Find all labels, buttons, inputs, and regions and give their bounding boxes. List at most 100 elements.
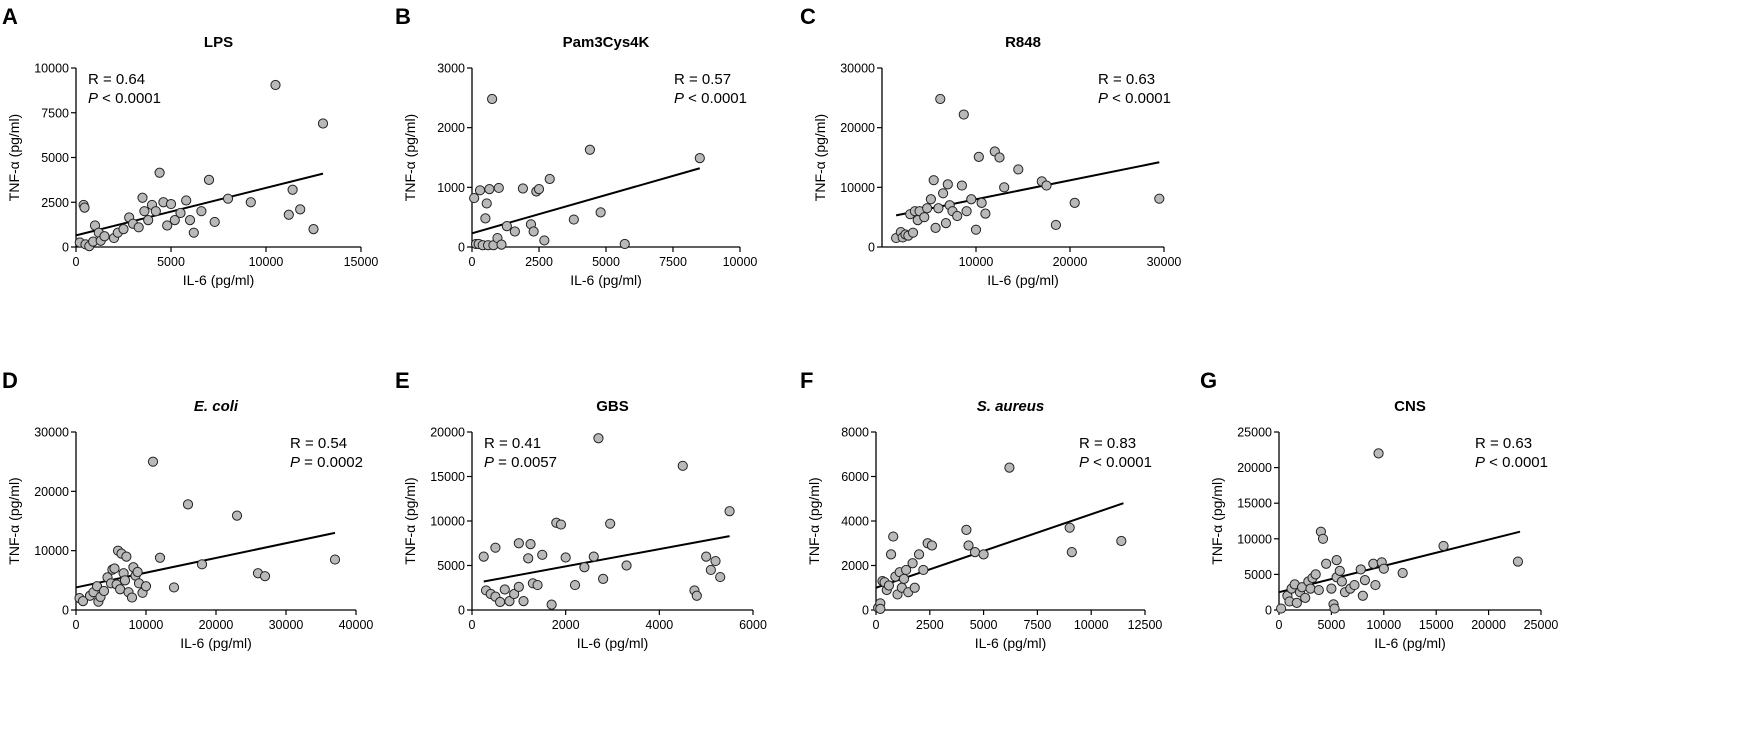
chart-title: CNS <box>1394 398 1426 415</box>
chart-panel-c: C R848 10000 20000 30000 0 10000 20000 30000 IL-6… <box>800 4 1181 288</box>
data-point <box>925 194 936 205</box>
data-point <box>504 596 515 607</box>
data-point <box>1326 583 1337 594</box>
data-point <box>694 152 705 164</box>
x-tick-label: 2500 <box>525 255 553 269</box>
x-tick-label: 10000 <box>129 618 164 632</box>
data-point <box>137 192 148 203</box>
chart-panel-e: E GBS 0 2000 4000 6000 0 5000 10000 15000 20000 IL-… <box>395 368 767 651</box>
chart-panel-a: A LPS 0 5000 10000 15000 0 2500 5000 7500 10000 IL-… <box>2 4 378 288</box>
chart-panel-b: B Pam3Cys4K 0 2500 5000 7500 10000 0 1000 2000 300… <box>395 4 757 288</box>
data-point <box>168 582 180 593</box>
p-value-number: = 0.0002 <box>300 454 363 471</box>
y-tick-label: 15000 <box>1237 497 1272 511</box>
data-point <box>513 581 524 592</box>
x-axis-label: IL-6 (pg/ml) <box>577 635 649 651</box>
data-point <box>1154 193 1165 204</box>
y-tick-label: 30000 <box>840 62 875 76</box>
y-tick-label: 0 <box>1265 604 1272 618</box>
correlation-r: R = 0.83 <box>1079 435 1136 452</box>
chart-panel-f: F S. aureus 0 2500 5000 7500 10000 12500 0 2000 40… <box>800 368 1162 651</box>
y-tick-label: 3000 <box>437 62 465 76</box>
x-tick-label: 6000 <box>739 618 767 632</box>
regression-line <box>75 531 336 589</box>
data-point <box>98 585 110 597</box>
data-point <box>518 596 529 607</box>
data-point <box>259 571 271 582</box>
chart-title: Pam3Cys4K <box>563 34 650 51</box>
data-point <box>188 227 199 238</box>
y-tick-label: 8000 <box>841 426 869 440</box>
data-point <box>91 581 103 592</box>
data-point <box>677 460 688 471</box>
y-axis-label: TNF-α (pg/ml) <box>812 114 828 201</box>
chart-panel-g: G CNS 0 5000 10000 15000 20000 25000 0 5000 10000 1… <box>1200 368 1558 651</box>
data-point <box>287 184 298 195</box>
panel-letter: E <box>395 368 410 393</box>
data-point <box>919 212 930 223</box>
data-point <box>175 207 186 219</box>
y-tick-label: 7500 <box>41 106 69 120</box>
data-point <box>1336 576 1347 587</box>
y-tick-label: 0 <box>62 604 69 618</box>
data-point <box>79 202 90 213</box>
data-point <box>496 239 507 250</box>
regression-line <box>1278 530 1521 594</box>
data-point <box>99 231 110 242</box>
x-axis-label: IL-6 (pg/ml) <box>987 272 1059 288</box>
data-point <box>885 549 897 560</box>
p-value-symbol: P <box>88 90 98 107</box>
p-value: P = 0.0057 <box>484 454 557 471</box>
y-axis-label: TNF-α (pg/ml) <box>402 477 418 564</box>
data-point <box>509 588 520 600</box>
correlation-r: R = 0.57 <box>674 71 731 88</box>
data-point <box>588 551 599 562</box>
data-point <box>182 499 194 510</box>
data-point <box>619 238 630 250</box>
x-tick-label: 7500 <box>659 255 687 269</box>
data-point <box>139 206 150 217</box>
data-point <box>1305 583 1316 594</box>
x-tick-label: 20000 <box>199 618 234 632</box>
y-tick-label: 20000 <box>840 121 875 135</box>
data-point <box>909 582 920 593</box>
p-value: P = 0.0002 <box>290 454 363 471</box>
x-axis-label: IL-6 (pg/ml) <box>975 635 1047 651</box>
data-point <box>969 547 981 558</box>
y-tick-label: 0 <box>458 241 465 255</box>
p-value-symbol: P <box>1475 454 1485 471</box>
data-point <box>1310 569 1321 580</box>
data-point <box>935 93 946 105</box>
data-point <box>888 531 899 542</box>
data-point <box>956 180 968 191</box>
data-point <box>544 173 555 185</box>
x-tick-label: 15000 <box>344 255 379 269</box>
data-point <box>961 524 972 536</box>
data-point <box>978 549 989 560</box>
x-tick-label: 0 <box>73 618 80 632</box>
data-point <box>1004 462 1015 473</box>
data-point <box>162 220 173 231</box>
x-tick-label: 4000 <box>645 618 673 632</box>
data-point <box>150 206 161 217</box>
data-point <box>525 539 536 550</box>
data-point <box>499 584 510 595</box>
chart-title: LPS <box>204 34 233 51</box>
data-point <box>963 540 974 551</box>
panel-letter: D <box>2 368 18 393</box>
data-point <box>1334 565 1345 576</box>
data-point <box>546 599 557 610</box>
y-tick-label: 10000 <box>1237 532 1272 546</box>
x-tick-label: 20000 <box>1471 618 1506 632</box>
regression-line <box>75 172 324 237</box>
panel-letter: B <box>395 4 411 29</box>
data-point <box>329 554 341 565</box>
y-tick-label: 10000 <box>34 544 69 558</box>
y-axis-label: TNF-α (pg/ml) <box>806 477 822 564</box>
x-axis-label: IL-6 (pg/ml) <box>180 635 252 651</box>
x-tick-label: 5000 <box>1317 618 1345 632</box>
y-axis-label: TNF-α (pg/ml) <box>6 114 22 201</box>
data-point <box>77 596 89 607</box>
p-value-symbol: P <box>1079 454 1089 471</box>
chart-title: R848 <box>1005 34 1041 51</box>
